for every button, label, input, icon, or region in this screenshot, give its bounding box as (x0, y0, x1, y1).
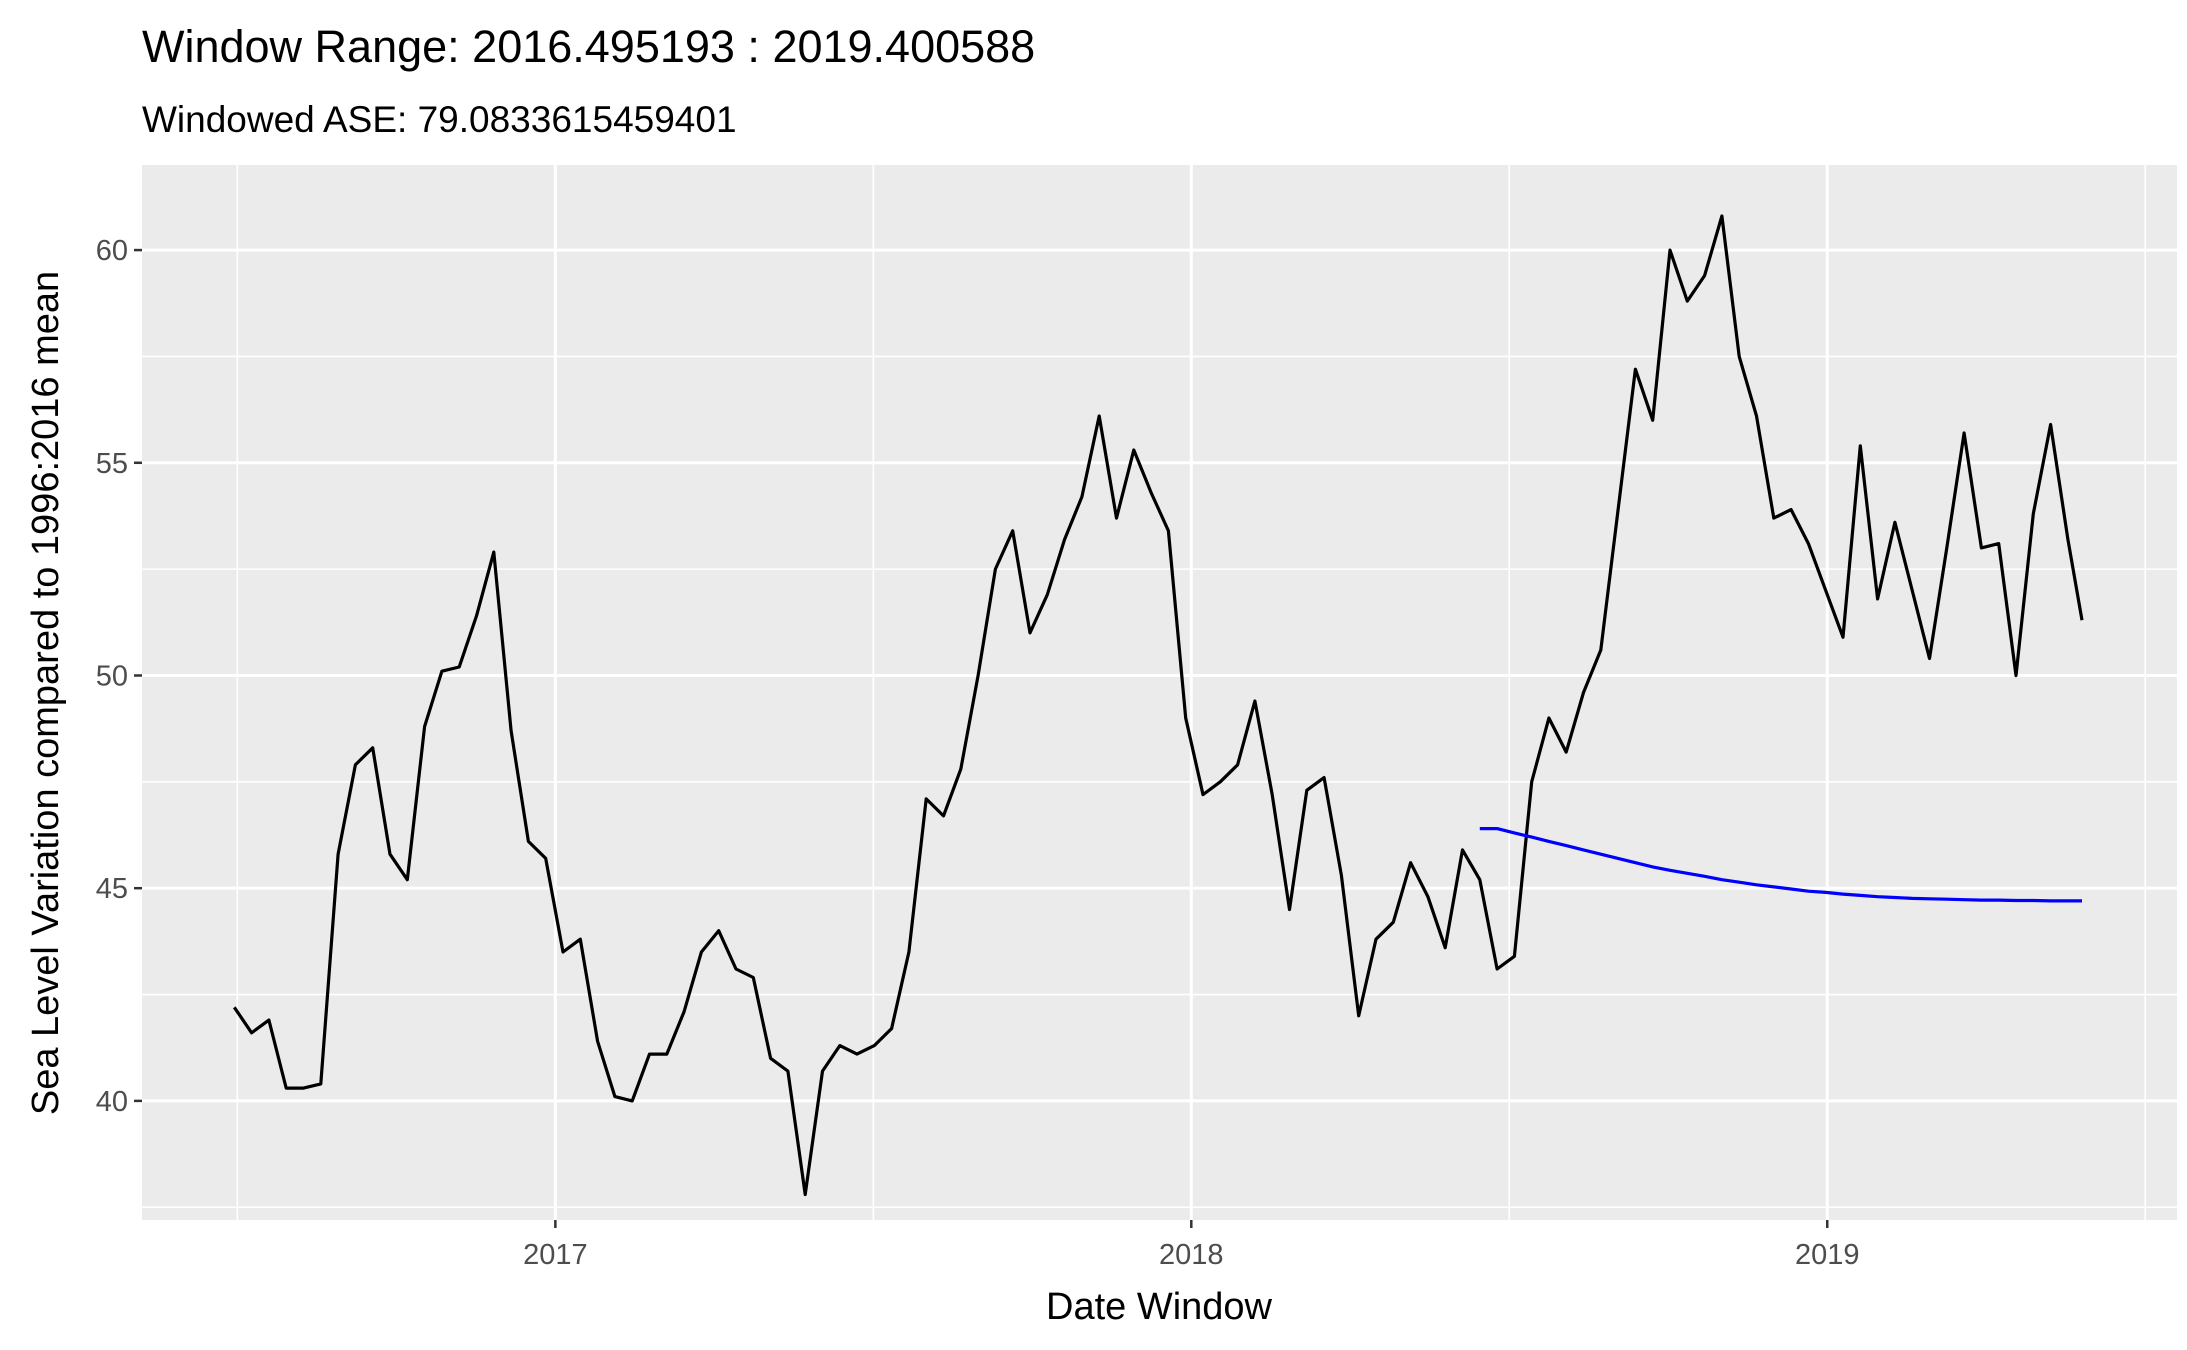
x-tick-label: 2018 (1159, 1239, 1224, 1271)
axis-tick-labels: 2017 2018 2019 40 45 50 55 60 (96, 235, 1860, 1271)
plot-panel (142, 165, 2177, 1220)
chart-subtitle: Windowed ASE: 79.0833615459401 (142, 99, 737, 140)
series-layer (232, 214, 2084, 1197)
y-tick-label: 45 (96, 873, 128, 905)
forecast-series-line (1479, 826, 2082, 903)
y-tick-label: 55 (96, 448, 128, 480)
x-axis-title: Date Window (1046, 1286, 1273, 1328)
minor-gridlines (142, 165, 2177, 1220)
chart-title: Window Range: 2016.495193 : 2019.400588 (142, 21, 1035, 72)
x-tick-label: 2019 (1795, 1239, 1860, 1271)
major-gridlines (142, 165, 2177, 1220)
observed-series-line (232, 214, 2084, 1197)
y-tick-label: 40 (96, 1086, 128, 1118)
axis-ticks (134, 248, 1829, 1228)
y-tick-label: 50 (96, 660, 128, 692)
y-axis-title: Sea Level Variation compared to 1996:201… (25, 271, 67, 1115)
y-tick-label: 60 (96, 235, 128, 267)
x-tick-label: 2017 (523, 1239, 588, 1271)
